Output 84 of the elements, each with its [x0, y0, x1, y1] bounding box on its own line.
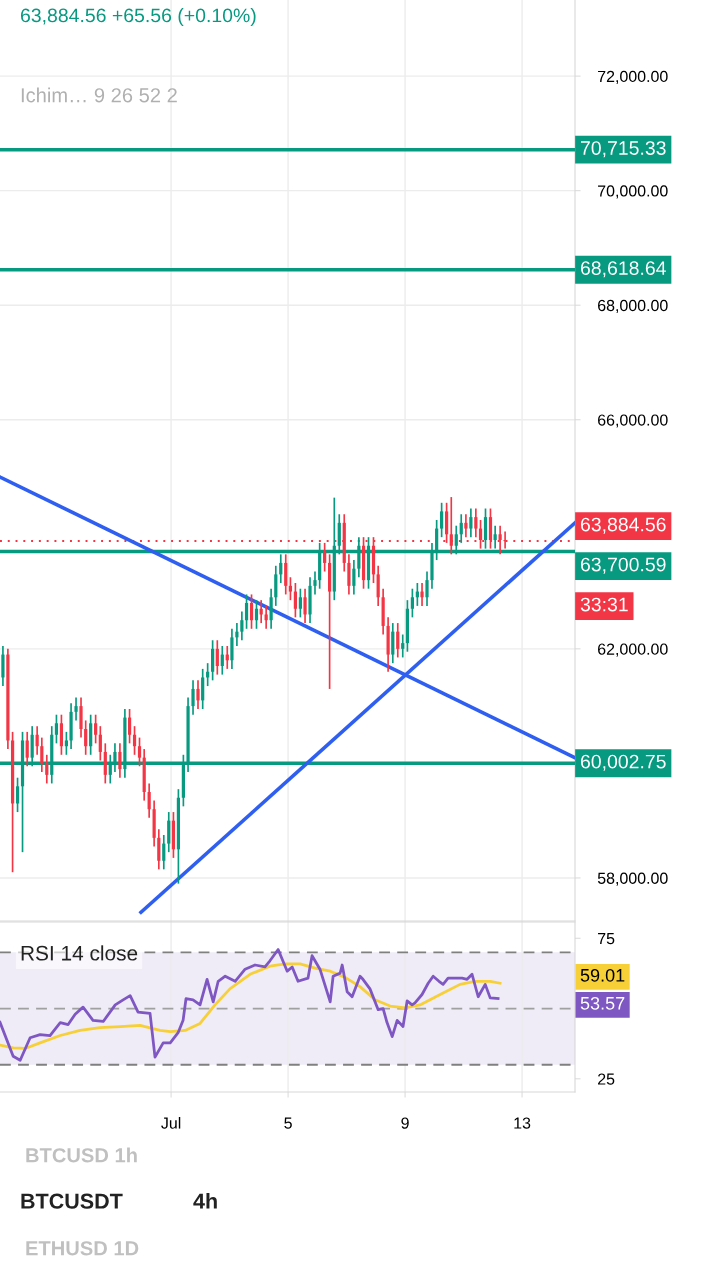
candlestick — [94, 713, 98, 745]
candlestick — [1, 645, 5, 687]
y-tick-label: 75 — [598, 933, 615, 945]
candlestick — [127, 708, 132, 745]
y-tick-label: 72,000.00 — [598, 70, 668, 84]
y-tick-label: 66,000.00 — [598, 414, 668, 428]
candlestick — [25, 731, 29, 768]
candlestick — [449, 496, 453, 556]
y-tick-label: 68,000.00 — [598, 299, 668, 314]
candlestick — [313, 570, 317, 596]
candlestick — [469, 507, 473, 538]
candlestick — [244, 593, 249, 630]
candlestick — [249, 593, 254, 630]
candlestick — [167, 811, 171, 853]
y-tick-label: 62,000.00 — [598, 643, 668, 657]
candlestick — [376, 564, 380, 607]
candlestick — [196, 679, 200, 710]
candlestick — [147, 782, 151, 819]
candlestick — [79, 696, 83, 739]
candlestick — [64, 731, 68, 756]
text: ETHUSD 1D — [26, 1241, 139, 1256]
candlestick — [15, 776, 20, 813]
text: BTCUSDT — [21, 1193, 123, 1209]
candlestick — [425, 570, 429, 607]
candlestick — [284, 553, 288, 596]
x-tick-label: 13 — [514, 1117, 531, 1129]
x-tick-label: 9 — [401, 1117, 409, 1129]
candlestick — [137, 736, 142, 768]
candlestick — [191, 679, 195, 716]
y-tick-label: 58,000.00 — [597, 872, 668, 886]
candlestick — [264, 605, 268, 630]
x-tick-label: 5 — [284, 1117, 292, 1129]
candlestick — [293, 582, 298, 619]
candlestick — [45, 753, 49, 785]
candlestick — [474, 507, 478, 538]
text: BTCUSD 1h — [26, 1147, 137, 1163]
text: RSI 14 close — [21, 945, 138, 961]
candlestick — [211, 639, 215, 682]
candlestick — [157, 828, 161, 871]
ref-line-label: 63,884.56 — [580, 517, 666, 534]
ref-line-label: 63,700.59 — [580, 557, 666, 574]
candlestick — [118, 742, 122, 779]
candlestick — [235, 622, 239, 647]
candlestick — [303, 587, 307, 624]
ref-line-label: 68,618.64 — [580, 261, 666, 278]
candlestick — [98, 725, 102, 762]
candlestick — [401, 633, 405, 659]
candlestick — [89, 713, 93, 756]
candlestick — [274, 564, 278, 607]
candlestick — [54, 713, 59, 745]
candlestick — [40, 736, 44, 773]
candlestick — [396, 622, 400, 659]
candlestick — [420, 582, 424, 607]
candlestick — [230, 627, 234, 670]
text: 59.01 — [580, 968, 625, 982]
candlestick — [162, 834, 166, 871]
text: 33:31 — [580, 597, 628, 612]
candlestick — [391, 622, 395, 664]
text: 53.57 — [580, 996, 625, 1010]
line-series — [0, 962, 502, 1050]
annotation: 63,884.56 +65.56 (+0.10%) — [20, 8, 256, 27]
candlestick — [103, 742, 107, 785]
candlestick — [440, 501, 444, 538]
x-tick-label: Jul — [161, 1117, 181, 1129]
y-tick-label: 70,000.00 — [598, 185, 668, 199]
candlestick — [215, 639, 219, 676]
candlestick — [59, 713, 64, 756]
candlestick — [74, 696, 78, 722]
candlestick — [352, 559, 356, 596]
y-tick-label: 25 — [598, 1073, 615, 1085]
candlestick — [288, 576, 293, 601]
candlestick — [464, 513, 468, 538]
candlestick — [347, 553, 351, 596]
candlestick — [323, 542, 327, 573]
text: 4h — [193, 1192, 217, 1209]
ref-line-label: 60,002.75 — [580, 754, 666, 771]
ref-line-label: 70,715.33 — [581, 141, 666, 158]
candlestick — [201, 668, 205, 710]
candlestick — [240, 610, 244, 642]
candlestick — [269, 587, 273, 630]
candlestick — [298, 587, 302, 619]
annotation: Ichim… 9 26 52 2 — [21, 87, 177, 103]
candlestick — [410, 587, 414, 619]
candlestick — [84, 719, 88, 756]
